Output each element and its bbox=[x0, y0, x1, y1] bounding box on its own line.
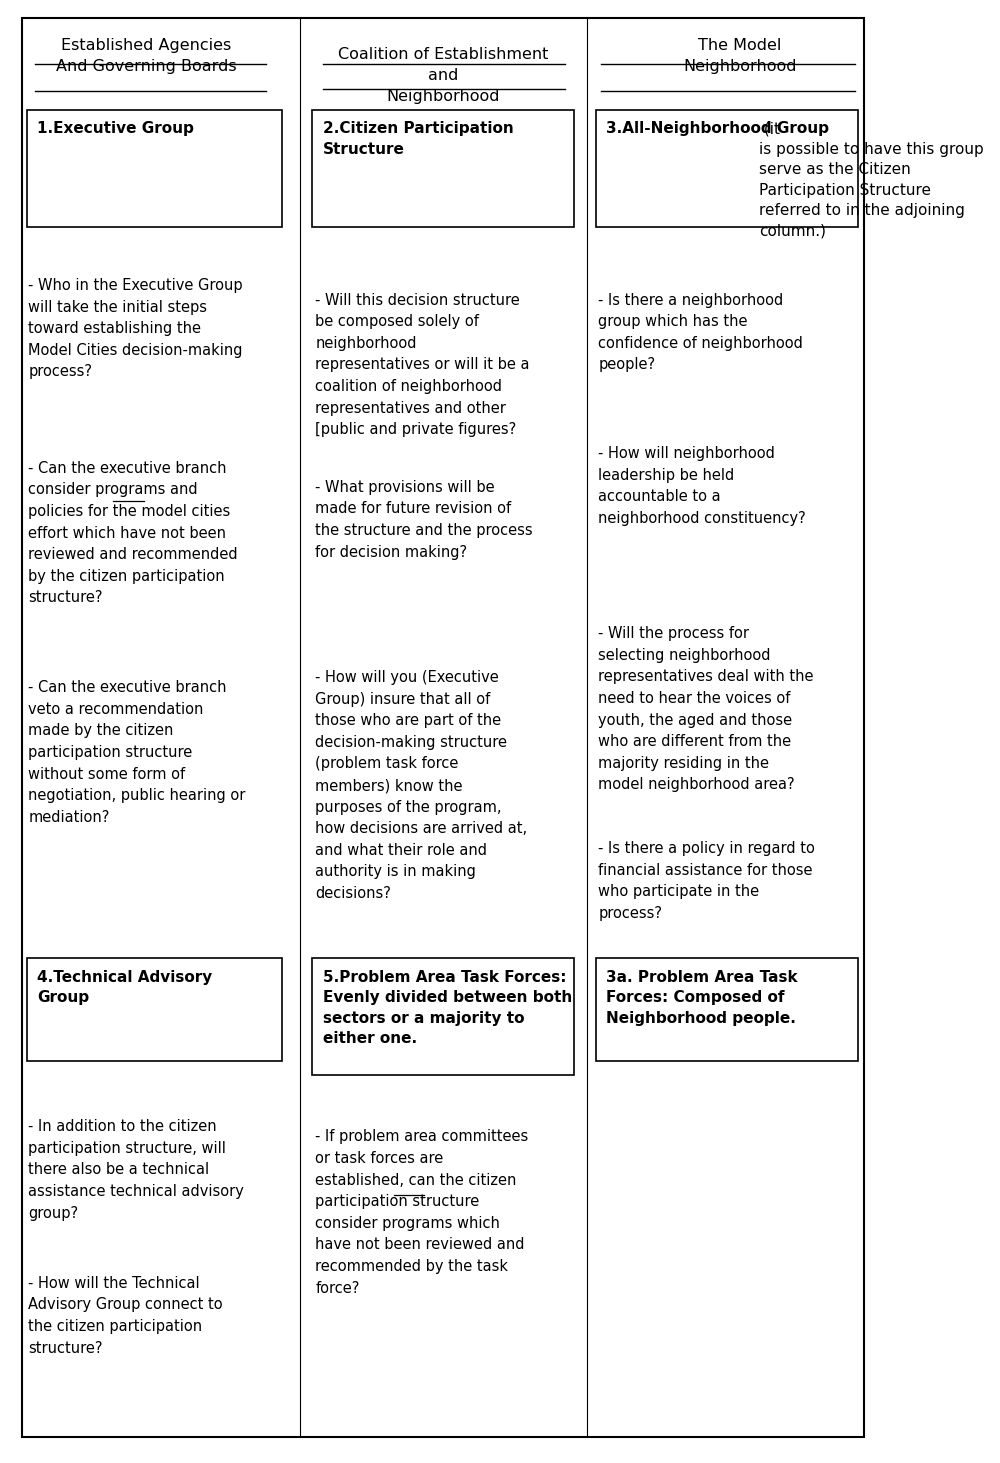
Text: (it
is possible to have this group
serve as the Citizen
Participation Structure
: (it is possible to have this group serve… bbox=[759, 121, 984, 238]
Text: 4.Technical Advisory
Group: 4.Technical Advisory Group bbox=[37, 970, 212, 1005]
Text: 2.Citizen Participation
Structure: 2.Citizen Participation Structure bbox=[323, 121, 513, 157]
Text: - Can the executive branch
consider programs and
policies for the model cities
e: - Can the executive branch consider prog… bbox=[28, 461, 238, 606]
FancyBboxPatch shape bbox=[312, 958, 574, 1075]
Text: - Can the executive branch
veto a recommendation
made by the citizen
participati: - Can the executive branch veto a recomm… bbox=[28, 680, 246, 825]
Text: The Model
Neighborhood: The Model Neighborhood bbox=[683, 38, 797, 75]
FancyBboxPatch shape bbox=[27, 958, 282, 1061]
Text: - Who in the Executive Group
will take the initial steps
toward establishing the: - Who in the Executive Group will take t… bbox=[28, 278, 243, 379]
Text: - What provisions will be
made for future revision of
the structure and the proc: - What provisions will be made for futur… bbox=[315, 480, 533, 560]
Text: 3.All-Neighborhood Group: 3.All-Neighborhood Group bbox=[606, 121, 829, 136]
Text: - In addition to the citizen
participation structure, will
there also be a techn: - In addition to the citizen participati… bbox=[28, 1119, 244, 1220]
Text: - How will you (Executive
Group) insure that all of
those who are part of the
de: - How will you (Executive Group) insure … bbox=[315, 670, 528, 901]
FancyBboxPatch shape bbox=[312, 110, 574, 227]
FancyBboxPatch shape bbox=[596, 110, 858, 227]
Text: - Will this decision structure
be composed solely of
neighborhood
representative: - Will this decision structure be compos… bbox=[315, 293, 530, 437]
Text: 5.Problem Area Task Forces:
Evenly divided between both
sectors or a majority to: 5.Problem Area Task Forces: Evenly divid… bbox=[323, 970, 572, 1046]
Text: - How will neighborhood
leadership be held
accountable to a
neighborhood constit: - How will neighborhood leadership be he… bbox=[598, 446, 806, 527]
Text: - Is there a policy in regard to
financial assistance for those
who participate : - Is there a policy in regard to financi… bbox=[598, 841, 815, 922]
FancyBboxPatch shape bbox=[27, 110, 282, 227]
Text: 1.Executive Group: 1.Executive Group bbox=[37, 121, 194, 136]
Text: 3a. Problem Area Task
Forces: Composed of
Neighborhood people.: 3a. Problem Area Task Forces: Composed o… bbox=[606, 970, 798, 1026]
Text: - If problem area committees
or task forces are
established, can the citizen
par: - If problem area committees or task for… bbox=[315, 1129, 529, 1296]
Text: - Is there a neighborhood
group which has the
confidence of neighborhood
people?: - Is there a neighborhood group which ha… bbox=[598, 293, 803, 373]
Text: - How will the Technical
Advisory Group connect to
the citizen participation
str: - How will the Technical Advisory Group … bbox=[28, 1276, 223, 1356]
Text: Established Agencies
And Governing Boards: Established Agencies And Governing Board… bbox=[56, 38, 237, 75]
Text: - Will the process for
selecting neighborhood
representatives deal with the
need: - Will the process for selecting neighbo… bbox=[598, 626, 814, 793]
Text: Coalition of Establishment
and
Neighborhood: Coalition of Establishment and Neighborh… bbox=[338, 47, 548, 104]
FancyBboxPatch shape bbox=[596, 958, 858, 1061]
